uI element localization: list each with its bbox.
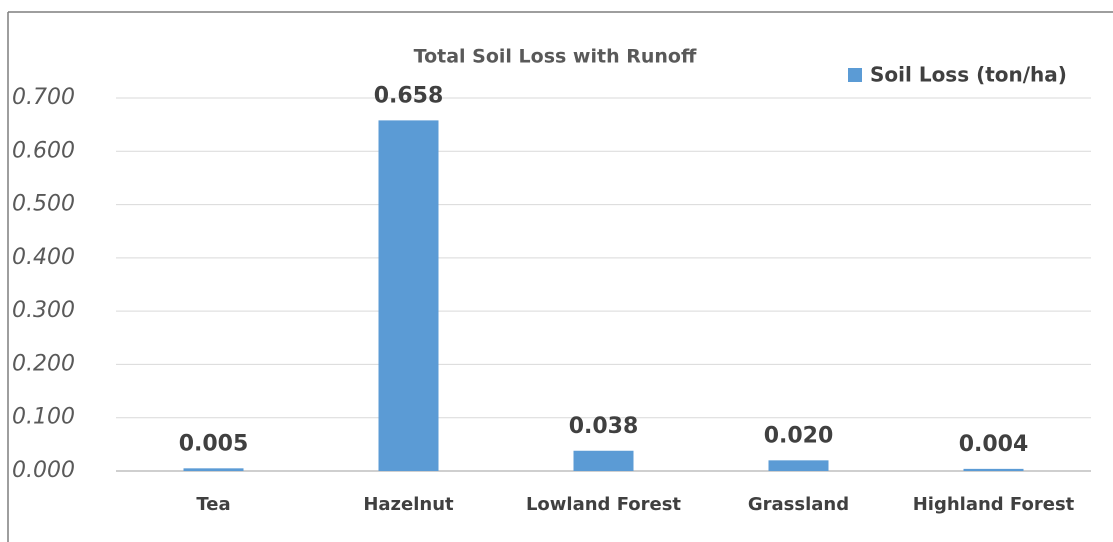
- y-tick-label: 0.300: [12, 298, 75, 323]
- y-tick-label: 0.600: [12, 138, 75, 163]
- x-tick-label: Tea: [196, 494, 230, 515]
- x-tick-label: Highland Forest: [913, 494, 1075, 515]
- value-label: 0.005: [179, 431, 249, 456]
- y-tick-label: 0.000: [12, 458, 75, 483]
- legend-label: Soil Loss (ton/ha): [870, 63, 1067, 87]
- bar: [768, 460, 829, 471]
- y-tick-label: 0.700: [12, 85, 75, 110]
- bar: [573, 450, 634, 471]
- value-label: 0.658: [374, 83, 444, 108]
- y-tick-label: 0.400: [12, 245, 75, 270]
- bar: [963, 468, 1024, 471]
- x-tick-label: Lowland Forest: [526, 494, 681, 515]
- bar: [183, 468, 244, 471]
- y-tick-label: 0.100: [12, 405, 75, 430]
- value-label: 0.004: [959, 432, 1029, 457]
- legend-swatch: [848, 68, 862, 82]
- bar: [378, 120, 439, 471]
- x-tick-label: Hazelnut: [363, 494, 454, 515]
- value-label: 0.020: [764, 423, 834, 448]
- y-tick-label: 0.200: [12, 351, 75, 376]
- y-tick-label: 0.500: [12, 192, 75, 217]
- chart-title: Total Soil Loss with Runoff: [414, 46, 697, 68]
- value-label: 0.038: [569, 414, 639, 439]
- x-tick-label: Grassland: [748, 494, 849, 515]
